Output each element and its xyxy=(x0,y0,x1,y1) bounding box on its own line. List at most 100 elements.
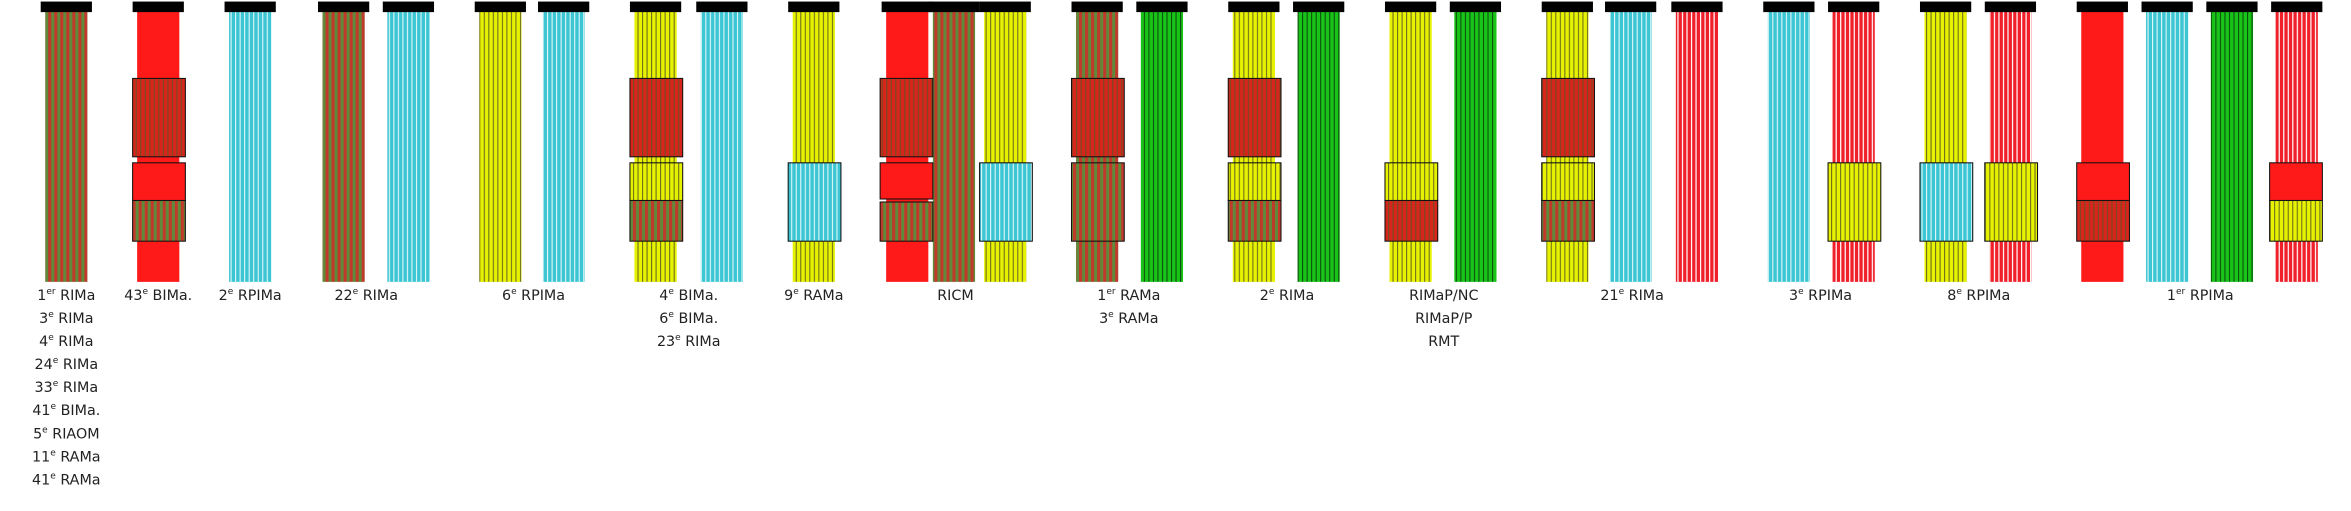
ribbon-box xyxy=(2269,199,2323,242)
regiment-label: 8e RPIMa xyxy=(1947,287,2010,304)
label-number: 22 xyxy=(334,288,352,304)
label-suffix: e xyxy=(228,287,234,297)
ribbon-cap xyxy=(788,1,840,13)
ribbon xyxy=(479,10,522,282)
regiment-label: RIMaP/P xyxy=(1415,311,1473,327)
regiment-label: 6e RPIMa xyxy=(502,287,565,304)
label-unit: RPIMa xyxy=(521,288,565,304)
regiment-label: 3e RAMa xyxy=(1099,310,1158,327)
label-suffix: e xyxy=(668,287,674,297)
ribbon-group: RICM xyxy=(879,1,1033,304)
regiment-label: 2e RPIMa xyxy=(219,287,282,304)
ribbon-cap xyxy=(1671,1,1723,13)
label-suffix: e xyxy=(51,402,57,412)
regiment-label: 3e RIMa xyxy=(39,310,93,327)
ribbon xyxy=(387,10,430,282)
ribbon-group: 43e BIMa. xyxy=(124,1,192,304)
ribbon-box xyxy=(1541,199,1595,242)
ribbon-group: 1er RAMa 3e RAMa xyxy=(1070,1,1188,327)
ribbon-cap xyxy=(382,1,435,13)
ribbon-cap xyxy=(1384,1,1437,13)
label-number: 1 xyxy=(37,288,46,304)
regiment-label: 1er RAMa xyxy=(1097,287,1160,304)
label-number: 1 xyxy=(2167,288,2176,304)
label-number: 4 xyxy=(659,288,668,304)
label-suffix: e xyxy=(1956,287,1962,297)
ribbon-group: 1er RPIMa xyxy=(2076,1,2323,304)
ribbon-cap xyxy=(1293,1,1345,13)
ribbon-cap xyxy=(1449,1,1502,13)
ribbon xyxy=(1609,10,1652,282)
regiment-label: RIMaP/NC xyxy=(1409,288,1478,304)
label-unit: RAMa xyxy=(803,288,843,304)
regiment-label: 22e RIMa xyxy=(334,287,398,304)
regiment-label: 21e RIMa xyxy=(1600,287,1664,304)
ribbon-box xyxy=(1227,162,1282,202)
label-number: 5 xyxy=(33,426,42,442)
ribbon-cap xyxy=(979,1,1031,13)
regiment-label: 43e BIMa. xyxy=(124,287,192,304)
label-suffix: e xyxy=(1269,287,1275,297)
ribbon-box xyxy=(132,199,186,242)
ribbon-box xyxy=(2076,199,2130,242)
label-number: 24 xyxy=(35,357,53,373)
label-suffix: e xyxy=(1798,287,1804,297)
label-number: 41 xyxy=(32,472,50,488)
ribbon-cap xyxy=(224,1,276,13)
label-unit: RPIMa xyxy=(2190,288,2234,304)
label-number: 4 xyxy=(39,334,48,350)
label-unit: RIMa xyxy=(685,334,720,350)
label-number: 11 xyxy=(32,449,50,465)
regiment-label: RMT xyxy=(1428,334,1459,350)
label-suffix: er xyxy=(1106,287,1116,297)
label-suffix: e xyxy=(1108,310,1114,320)
label-unit: BIMa. xyxy=(153,288,193,304)
label-number: 9 xyxy=(784,288,793,304)
label-number: 43 xyxy=(124,288,142,304)
ribbon xyxy=(2146,10,2189,282)
label-suffix: e xyxy=(675,333,681,343)
ribbon-group: 22e RIMa xyxy=(317,1,435,304)
ribbon-box xyxy=(879,77,934,158)
label-unit: RAMa xyxy=(1120,288,1160,304)
label-suffix: er xyxy=(46,287,56,297)
ribbon xyxy=(1297,10,1340,282)
ribbon-cap xyxy=(1136,1,1188,13)
ribbon-cap xyxy=(132,1,184,13)
label-number: 3 xyxy=(1789,288,1798,304)
ribbon-group: RIMaP/NC RIMaP/P RMT xyxy=(1384,1,1502,350)
ribbon-box xyxy=(879,162,934,200)
label-number: 33 xyxy=(35,380,53,396)
ribbon-box xyxy=(1541,77,1595,158)
ribbon-cap xyxy=(881,1,933,13)
regiment-label: 41e RAMa xyxy=(32,471,101,488)
ribbon-cap xyxy=(1605,1,1657,13)
regiment-label: 1er RIMa xyxy=(37,287,95,304)
label-unit: RPIMa xyxy=(238,288,282,304)
ribbon-cap xyxy=(1828,1,1880,13)
regiment-label: 23e RIMa xyxy=(657,333,721,350)
ribbon-group: 3e RPIMa xyxy=(1763,1,1882,304)
label-number: 21 xyxy=(1600,288,1618,304)
label-suffix: e xyxy=(353,287,359,297)
ribbon xyxy=(1140,10,1184,282)
label-unit: BIMa. xyxy=(61,403,101,419)
ribbon-box xyxy=(979,162,1033,242)
label-unit: RIMa xyxy=(60,288,95,304)
ribbon-cap xyxy=(1228,1,1280,13)
label-unit: RIMa xyxy=(63,380,98,396)
ribbon-box xyxy=(1384,199,1439,242)
ribbon xyxy=(322,10,365,282)
ribbon-cap xyxy=(928,1,980,13)
ribbon-group: 2e RPIMa xyxy=(219,1,282,304)
label-unit: RAMa xyxy=(60,449,100,465)
label-unit: BIMa. xyxy=(678,311,718,327)
label-suffix: e xyxy=(1619,287,1625,297)
label-number: 2 xyxy=(1260,288,1269,304)
ribbon-box xyxy=(1827,162,1882,242)
label-number: 2 xyxy=(219,288,228,304)
label-suffix: e xyxy=(793,287,799,297)
ribbon-cap xyxy=(2076,1,2128,13)
